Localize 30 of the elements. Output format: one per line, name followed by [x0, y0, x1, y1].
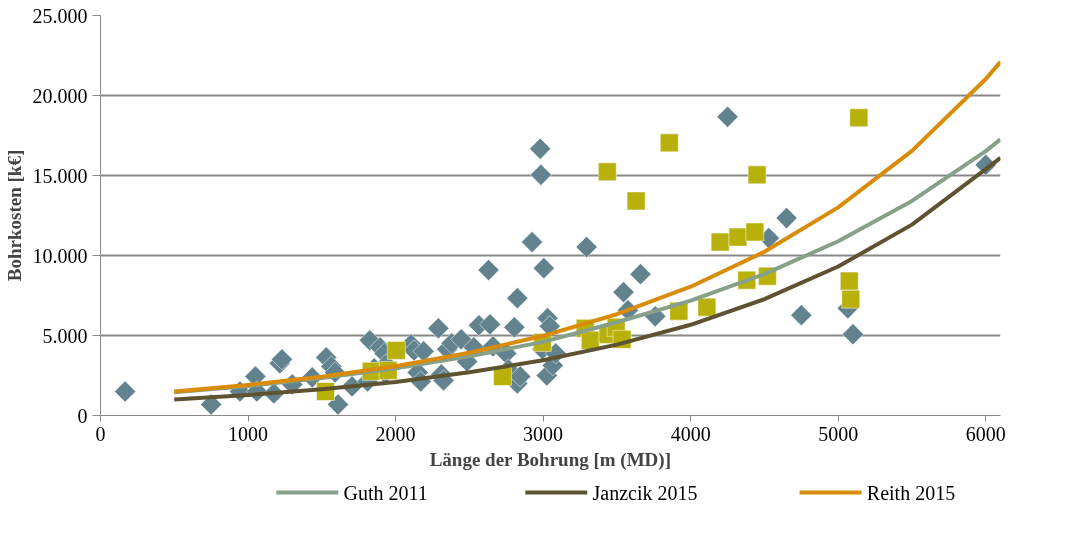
- point: [626, 191, 646, 211]
- point: [598, 162, 617, 182]
- y-tick-label: 25.000: [32, 4, 88, 27]
- legend-label: Janzcik 2015: [592, 481, 698, 504]
- point: [747, 165, 767, 185]
- point: [728, 227, 748, 247]
- point: [697, 297, 717, 317]
- y-tick-label: 10.000: [32, 244, 88, 267]
- x-axis-title: Länge der Bohrung [m (MD)]: [429, 448, 672, 471]
- legend-label: Reith 2015: [866, 481, 956, 504]
- point: [660, 133, 679, 153]
- y-axis-title: Bohrkosten [k€]: [3, 149, 25, 282]
- point: [840, 271, 859, 291]
- y-tick-label: 20.000: [32, 84, 88, 107]
- y-tick-label: 5.000: [42, 324, 88, 347]
- x-tick-label: 4000: [670, 422, 711, 445]
- x-tick-label: 1000: [228, 422, 269, 445]
- y-tick-label: 15.000: [32, 164, 88, 187]
- point: [710, 232, 730, 252]
- point: [387, 341, 406, 360]
- point: [841, 289, 860, 309]
- x-tick-label: 2000: [375, 422, 416, 445]
- x-tick-label: 0: [95, 422, 106, 445]
- x-tick-label: 3000: [523, 422, 564, 445]
- point: [849, 108, 869, 127]
- y-tick-label: 0: [77, 404, 88, 427]
- point: [745, 222, 765, 242]
- x-tick-label: 6000: [965, 422, 1006, 445]
- legend-label: Guth 2011: [343, 481, 428, 504]
- x-tick-label: 5000: [818, 422, 859, 445]
